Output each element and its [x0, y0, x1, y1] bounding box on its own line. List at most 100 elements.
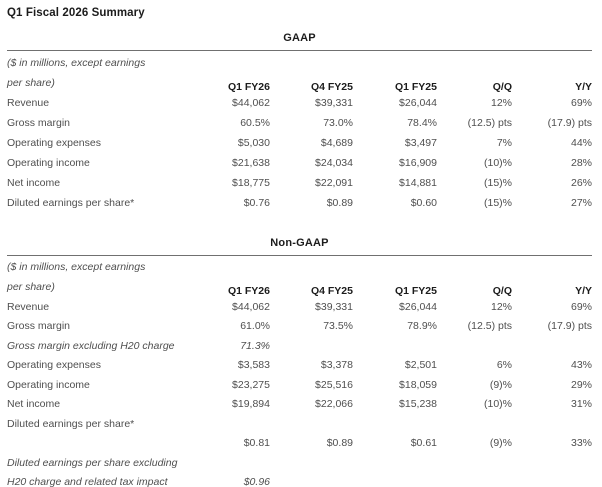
row-value: (15)% [483, 197, 512, 209]
row-value: $18,775 [232, 177, 270, 189]
caption-line-1: ($ in millions, except earnings [7, 57, 146, 69]
table-row: Operating expenses $3,583 $3,378 $2,501 6% 43… [7, 356, 592, 376]
table-row: Operating income $23,275 $25,516 $18,059 (9)… [7, 375, 592, 395]
table-header-row: ($ in millions, except earnings per shar… [7, 53, 592, 93]
table-row: Diluted earnings per share excluding [7, 453, 592, 473]
section-gaap: GAAP ($ in millions, except earnings per… [7, 32, 592, 213]
row-value [202, 453, 270, 473]
row-value: $21,638 [232, 157, 270, 169]
row-value: 69% [570, 300, 592, 313]
row-label: Net income [7, 398, 61, 411]
table-row: Operating expenses $5,030 $4,689 $3,497 7% 44… [7, 133, 592, 153]
row-value: 29% [570, 378, 592, 391]
row-label: Operating expenses [7, 359, 101, 372]
section-rule [7, 255, 592, 256]
row-label: Operating expenses [7, 137, 101, 149]
row-value: $39,331 [315, 300, 353, 313]
row-value: 71.3% [240, 339, 270, 352]
row-value [270, 473, 353, 487]
row-value: 78.9% [407, 320, 437, 333]
row-value: $0.61 [410, 437, 437, 450]
section-rule [7, 50, 592, 51]
row-value [353, 336, 437, 356]
row-value: $3,378 [320, 359, 353, 372]
row-value: $16,909 [399, 157, 437, 169]
row-value: 6% [496, 359, 512, 372]
row-value: $22,091 [315, 177, 353, 189]
row-value: $24,034 [315, 157, 353, 169]
row-value: 43% [570, 359, 592, 372]
row-value [353, 453, 437, 473]
table-row: Revenue $44,062 $39,331 $26,044 12% 69% [7, 297, 592, 317]
column-header: Q4 FY25 [310, 81, 353, 93]
column-header: Q1 FY26 [227, 81, 270, 93]
table-caption: ($ in millions, except earnings per shar… [7, 53, 202, 93]
non-gaap-table: ($ in millions, except earnings per shar… [7, 258, 592, 487]
row-value [512, 473, 592, 487]
row-value [437, 453, 512, 473]
row-value: (17.9) pts [547, 117, 592, 129]
row-value [437, 473, 512, 487]
row-value: $3,497 [404, 137, 437, 149]
row-value: 78.4% [407, 117, 437, 129]
section-non-gaap: Non-GAAP ($ in millions, except earnings… [7, 237, 592, 487]
row-value: $0.89 [326, 197, 353, 209]
row-value: $0.81 [243, 437, 270, 450]
caption-line-2: per share) [7, 280, 55, 293]
column-header: Q1 FY25 [394, 81, 437, 93]
column-header: Y/Y [575, 285, 592, 297]
row-value: 12% [490, 97, 512, 109]
row-value: $15,238 [399, 398, 437, 411]
table-row: Operating income $21,638 $24,034 $16,909 (10… [7, 153, 592, 173]
row-value [437, 414, 512, 434]
page-title: Q1 Fiscal 2026 Summary [7, 7, 145, 19]
row-value: $0.89 [326, 437, 353, 450]
row-value [202, 414, 270, 434]
row-value [270, 453, 353, 473]
row-value: (9)% [489, 437, 512, 450]
row-label: Revenue [7, 300, 50, 313]
column-header: Q/Q [492, 81, 512, 93]
table-header-row: ($ in millions, except earnings per shar… [7, 258, 592, 297]
row-value: (10)% [483, 157, 512, 169]
table-row: Gross margin 60.5% 73.0% 78.4% (12.5) pts (17… [7, 113, 592, 133]
row-label: H20 charge and related tax impact [7, 476, 168, 487]
column-header: Y/Y [575, 81, 592, 93]
row-value: 73.0% [323, 117, 353, 129]
row-value: $26,044 [399, 300, 437, 313]
row-value: $26,044 [399, 97, 437, 109]
row-value: 69% [570, 97, 592, 109]
row-value [512, 414, 592, 434]
row-value: $0.76 [243, 197, 270, 209]
gaap-table: ($ in millions, except earnings per shar… [7, 53, 592, 213]
row-value: $39,331 [315, 97, 353, 109]
row-value: (17.9) pts [547, 320, 592, 333]
row-value: $23,275 [232, 378, 270, 391]
row-value: $2,501 [404, 359, 437, 372]
table-row: Net income $19,894 $22,066 $15,238 (10)% 31% [7, 395, 592, 415]
column-header: Q4 FY25 [310, 285, 353, 297]
section-title-gaap: GAAP [283, 32, 316, 44]
row-value: 61.0% [240, 320, 270, 333]
row-value: (9)% [489, 378, 512, 391]
row-value: $0.96 [243, 476, 270, 487]
row-label: Operating income [7, 157, 90, 169]
table-row: Diluted earnings per share* $0.76 $0.89 $0.… [7, 193, 592, 213]
row-value: 12% [490, 300, 512, 313]
row-value: $14,881 [399, 177, 437, 189]
row-label: Gross margin excluding H20 charge [7, 339, 175, 352]
row-value: (12.5) pts [467, 320, 512, 333]
table-row: H20 charge and related tax impact $0.96 [7, 473, 592, 487]
row-value [512, 453, 592, 473]
table-row: $0.81 $0.89 $0.61 (9)% 33% [7, 434, 592, 454]
row-value [270, 414, 353, 434]
row-label: Gross margin [7, 320, 71, 333]
table-row: Net income $18,775 $22,091 $14,881 (15)% 26% [7, 173, 592, 193]
row-label: Diluted earnings per share* [7, 197, 135, 209]
row-value: $22,066 [315, 398, 353, 411]
row-value [512, 336, 592, 356]
row-value: $25,516 [315, 378, 353, 391]
row-value: $0.60 [410, 197, 437, 209]
row-value: 44% [570, 137, 592, 149]
